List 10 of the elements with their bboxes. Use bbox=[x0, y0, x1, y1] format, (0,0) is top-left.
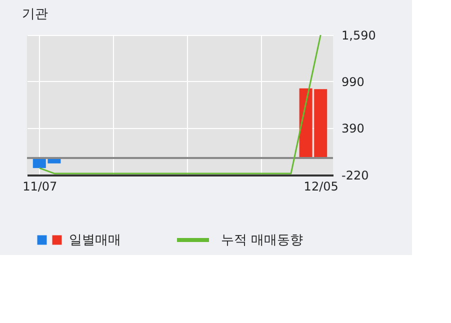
chart-title: 기관 bbox=[22, 7, 48, 22]
y-tick-label: 390 bbox=[342, 121, 364, 136]
line-series bbox=[38, 35, 322, 174]
x-tick-label: 12/05 bbox=[304, 180, 338, 194]
legend-label: 일별매매 bbox=[69, 233, 121, 248]
legend-label: 누적 매매동향 bbox=[221, 233, 304, 248]
x-tick-label: 11/07 bbox=[22, 180, 58, 194]
y-tick-label: -220 bbox=[342, 168, 369, 182]
y-tick-label: 990 bbox=[342, 74, 364, 89]
y-tick-label: 1,590 bbox=[342, 28, 376, 42]
